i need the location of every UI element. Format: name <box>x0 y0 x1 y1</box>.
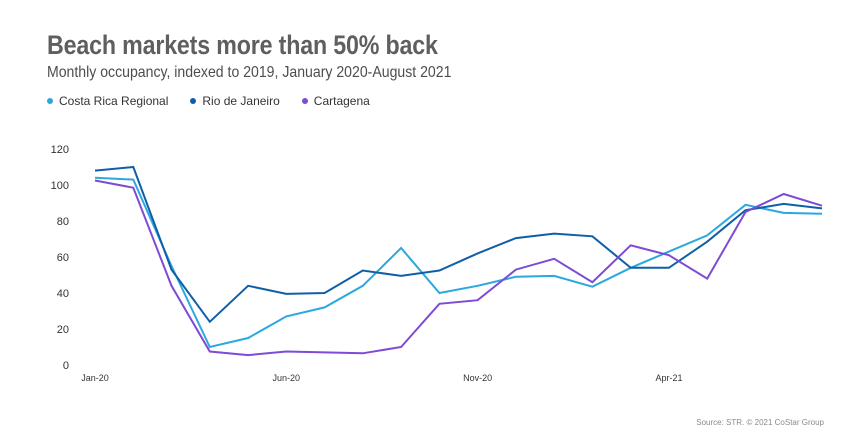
y-tick-label: 60 <box>57 252 69 264</box>
chart-title: Beach markets more than 50% back <box>47 30 438 60</box>
y-tick-label: 100 <box>51 180 69 192</box>
legend-label-rio: Rio de Janeiro <box>202 94 280 108</box>
series-line-rio-de-janeiro <box>94 165 823 324</box>
x-tick-label: Jan-20 <box>81 373 109 383</box>
y-tick-label: 20 <box>57 324 69 336</box>
chart-subtitle: Monthly occupancy, indexed to 2019, Janu… <box>47 64 452 81</box>
series-line-cartagena <box>94 179 823 357</box>
legend-marker-cartagena <box>301 98 308 104</box>
x-tick-label: Nov-20 <box>463 373 492 383</box>
chart-legend: Costa Rica Regional Rio de Janeiro Carta… <box>47 94 392 108</box>
legend-item-costa-rica: Costa Rica Regional <box>47 94 168 108</box>
legend-marker-costa-rica <box>47 98 53 104</box>
source-note: Source: STR. © 2021 CoStar Group <box>696 418 824 427</box>
series-line-costa-rica-regional <box>94 176 823 349</box>
y-tick-label: 120 <box>51 144 69 156</box>
y-tick-label: 80 <box>57 216 69 228</box>
legend-item-rio: Rio de Janeiro <box>190 94 280 108</box>
y-tick-label: 0 <box>63 360 69 372</box>
x-tick-label: Apr-21 <box>655 373 682 383</box>
x-tick-label: Jun-20 <box>273 373 301 383</box>
legend-label-cartagena: Cartagena <box>313 94 370 108</box>
legend-marker-rio <box>190 98 197 104</box>
y-tick-label: 40 <box>57 288 69 300</box>
legend-item-cartagena: Cartagena <box>301 94 370 108</box>
legend-label-costa-rica: Costa Rica Regional <box>59 94 169 108</box>
